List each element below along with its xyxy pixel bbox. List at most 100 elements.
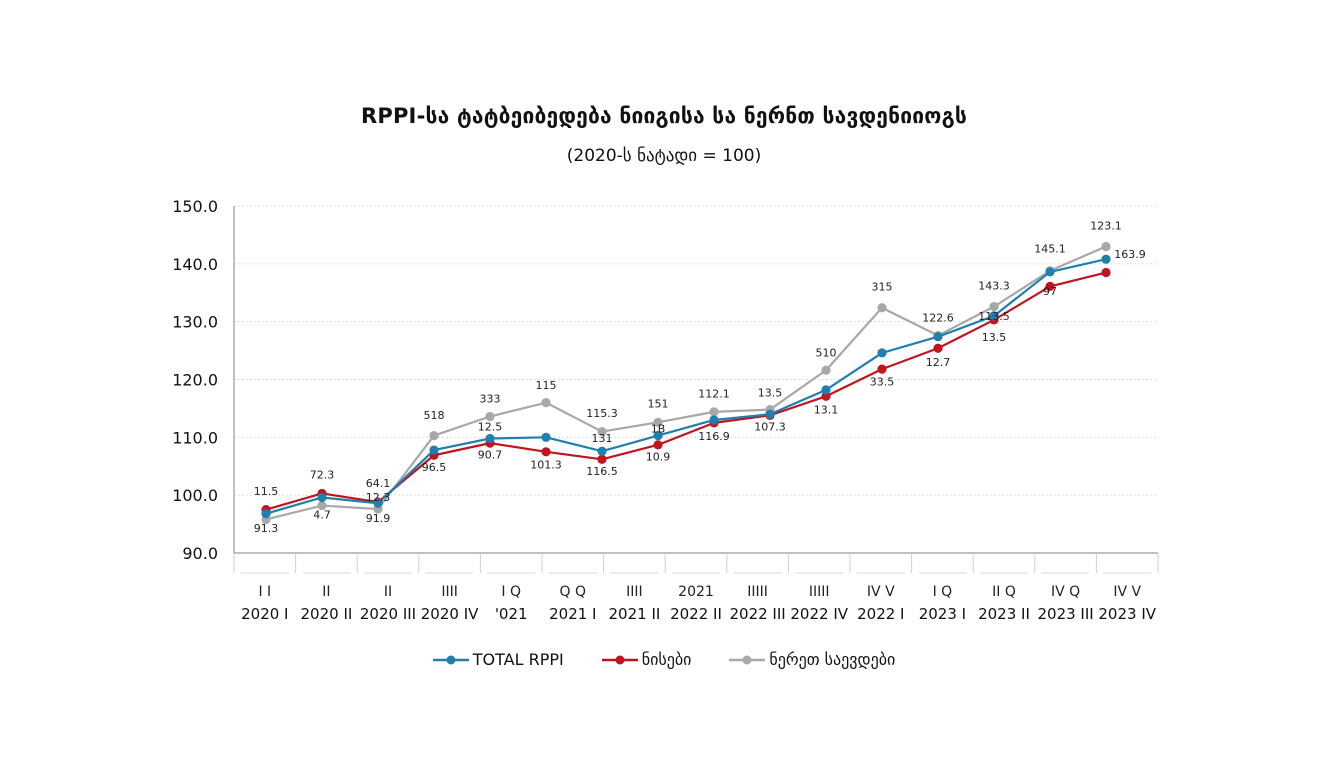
y-tick-label: 120.0	[172, 371, 218, 390]
x-tick-label: 2020 II	[301, 605, 353, 623]
data-label: 115	[536, 379, 557, 392]
data-label: 151	[648, 397, 669, 410]
chart-legend: TOTAL RPPI ნისები ნერეთ საევდები	[0, 650, 1328, 669]
data-label: 12.3	[366, 491, 391, 504]
data-label: 123.1	[1090, 220, 1122, 233]
data-label: 107.3	[754, 420, 786, 433]
data-point	[821, 391, 831, 401]
data-label: 91.3	[254, 522, 279, 535]
data-label: 518	[424, 409, 445, 422]
y-tick-label: 130.0	[172, 313, 218, 332]
series-line-1	[265, 271, 1107, 511]
data-label: 333	[480, 393, 501, 406]
data-point	[261, 509, 271, 519]
data-point	[597, 454, 607, 464]
legend-item-houses: ნისები	[601, 650, 692, 669]
data-label: 101.3	[530, 459, 562, 472]
data-label: 11.5	[254, 485, 279, 498]
x-tick-label-top: II	[384, 584, 392, 600]
x-tick-label-top: 2021	[678, 584, 714, 600]
x-tick-label: 2022 IV	[790, 605, 848, 623]
data-label: 64.1	[366, 477, 391, 490]
x-tick-label-top: IV V	[867, 584, 895, 600]
data-point	[429, 445, 439, 455]
y-tick-label: 90.0	[182, 544, 218, 563]
data-label: 91.9	[366, 512, 391, 525]
data-label: 510	[816, 346, 837, 359]
data-label: 131	[592, 432, 613, 445]
x-tick-label: 2023 I	[919, 605, 966, 623]
data-point	[653, 440, 663, 450]
x-tick-label: 2023 III	[1037, 605, 1093, 623]
data-point	[1101, 254, 1111, 264]
x-tick-label: 2020 I	[241, 605, 288, 623]
data-label: 90.7	[478, 449, 503, 462]
data-label: 13.5	[758, 386, 783, 399]
data-label: 113.5	[978, 310, 1010, 323]
data-point	[485, 411, 495, 422]
legend-marker-apartments	[729, 655, 766, 664]
x-tick-label-top: II	[322, 584, 330, 600]
data-point	[373, 498, 383, 508]
x-tick-label-top: IIIII	[809, 584, 830, 600]
data-label: 116.9	[698, 430, 730, 443]
data-point	[1045, 281, 1055, 291]
x-tick-label: 2022 II	[670, 605, 722, 623]
data-point	[877, 364, 887, 374]
legend-item-total-rppi: TOTAL RPPI	[432, 650, 564, 669]
data-label: 33.5	[870, 375, 895, 388]
data-point	[485, 433, 495, 444]
x-tick-label-top: IV Q	[1051, 584, 1080, 600]
data-label: 72.3	[310, 468, 335, 481]
x-tick-label-top: I I	[258, 584, 271, 600]
data-point	[541, 398, 551, 408]
data-point	[709, 407, 719, 417]
data-label: 145.1	[1034, 242, 1066, 255]
x-tick-label: 2021 II	[609, 605, 661, 623]
data-point	[877, 303, 887, 313]
data-point	[541, 447, 551, 457]
x-tick-label: '021	[495, 605, 528, 623]
data-point	[317, 492, 327, 503]
data-point	[877, 348, 887, 358]
x-tick-label-top: I Q	[933, 584, 953, 600]
legend-marker-total-rppi	[432, 655, 469, 664]
x-tick-label: 2023 II	[978, 605, 1030, 623]
legend-dot	[742, 655, 752, 664]
data-point	[1101, 267, 1111, 278]
legend-label-apartments: ნერეთ საევდები	[769, 650, 896, 669]
x-tick-label-top: IV V	[1113, 584, 1141, 600]
data-point	[933, 332, 943, 342]
data-label: 13.1	[814, 404, 839, 417]
data-label: 10.9	[646, 450, 671, 463]
x-tick-label: 2022 I	[857, 605, 904, 623]
x-tick-label: 2023 IV	[1098, 605, 1156, 623]
data-label: 115.3	[586, 407, 618, 420]
series-line-0	[265, 258, 1107, 515]
data-label: 96.5	[422, 461, 447, 474]
x-tick-label-top: Q Q	[560, 584, 587, 600]
x-tick-label: 2021 I	[549, 605, 596, 623]
data-point	[317, 500, 327, 511]
x-tick-label-top: IIIII	[747, 584, 768, 600]
data-point	[653, 430, 663, 441]
legend-item-apartments: ნერეთ საევდები	[729, 650, 895, 669]
legend-dot	[615, 655, 625, 664]
legend-marker-houses	[601, 655, 638, 664]
data-label: 112.1	[698, 387, 730, 400]
data-point	[933, 343, 943, 353]
data-label: 143.3	[978, 279, 1010, 292]
data-point	[709, 415, 719, 425]
data-point	[765, 409, 775, 419]
data-label: 116.5	[586, 465, 618, 478]
data-label: 4.7	[313, 508, 331, 521]
data-point	[989, 302, 999, 312]
data-label: 12.5	[478, 420, 503, 433]
data-label: 12.7	[926, 356, 951, 369]
x-tick-label: 2022 III	[729, 605, 785, 623]
legend-label-houses: ნისები	[641, 650, 692, 669]
data-point	[429, 430, 439, 441]
data-label: 97	[1043, 285, 1057, 298]
y-tick-label: 100.0	[172, 486, 218, 505]
data-point	[821, 385, 831, 395]
